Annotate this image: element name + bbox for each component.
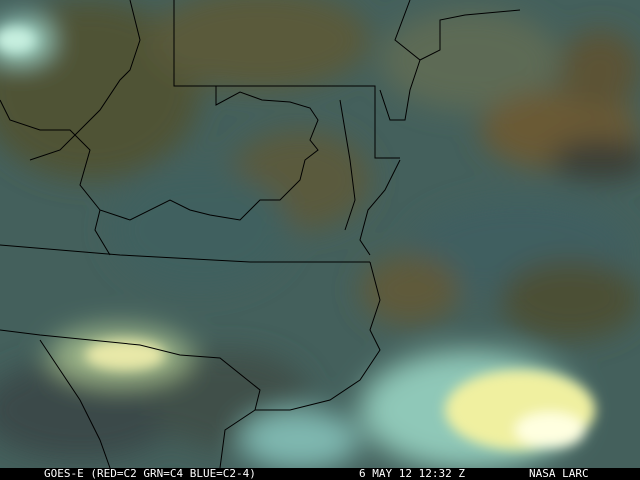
datetime-label: 6 MAY 12 12:32 Z bbox=[359, 467, 465, 480]
satellite-map bbox=[0, 0, 640, 468]
product-label: GOES-E (RED=C2 GRN=C4 BLUE=C2-4) bbox=[44, 467, 256, 480]
state-borders bbox=[0, 0, 521, 468]
source-label: NASA LARC bbox=[529, 467, 589, 480]
caption-bar: GOES-E (RED=C2 GRN=C4 BLUE=C2-4) 6 MAY 1… bbox=[0, 468, 640, 480]
bright-clouds bbox=[0, 28, 595, 450]
